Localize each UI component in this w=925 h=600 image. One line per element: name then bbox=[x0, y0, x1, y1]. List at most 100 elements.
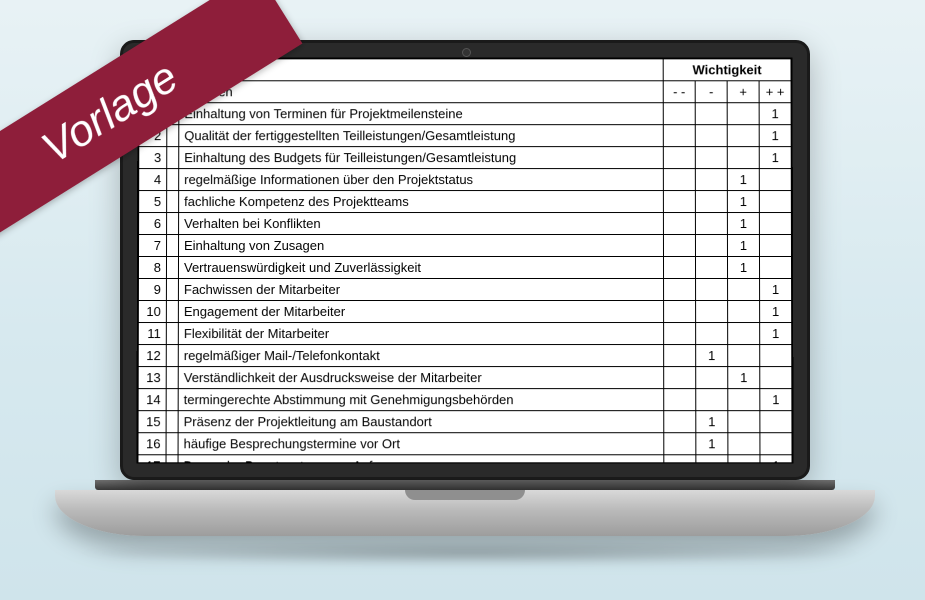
rating-cell[interactable] bbox=[663, 213, 695, 235]
criteria-cell[interactable]: häufige Besprechungstermine vor Ort bbox=[178, 433, 664, 455]
row-spacer[interactable] bbox=[166, 433, 178, 455]
rating-cell[interactable] bbox=[695, 147, 727, 169]
row-number[interactable]: 3 bbox=[139, 147, 167, 169]
rating-cell[interactable]: 1 bbox=[696, 411, 728, 433]
rating-cell[interactable] bbox=[663, 191, 695, 213]
rating-cell[interactable] bbox=[759, 169, 791, 191]
criteria-cell[interactable]: Flexibilität der Mitarbeiter bbox=[178, 323, 663, 345]
criteria-cell[interactable]: fachliche Kompetenz des Projektteams bbox=[179, 191, 664, 213]
criteria-cell[interactable]: Verständlichkeit der Ausdrucksweise der … bbox=[178, 367, 663, 389]
row-spacer[interactable] bbox=[167, 235, 179, 257]
rating-cell[interactable]: 1 bbox=[760, 301, 792, 323]
row-number[interactable]: 7 bbox=[139, 235, 167, 257]
row-number[interactable]: 10 bbox=[138, 301, 166, 323]
row-spacer[interactable] bbox=[167, 169, 179, 191]
rating-cell[interactable]: 1 bbox=[696, 345, 728, 367]
rating-cell[interactable]: 1 bbox=[759, 147, 791, 169]
rating-cell[interactable] bbox=[696, 455, 728, 464]
row-number[interactable]: 17 bbox=[138, 455, 166, 464]
criteria-cell[interactable]: regelmäßige Informationen über den Proje… bbox=[179, 169, 664, 191]
rating-cell[interactable] bbox=[759, 235, 791, 257]
criteria-cell[interactable]: Präsenz der Projektleitung am Baustandor… bbox=[178, 411, 664, 433]
row-spacer[interactable] bbox=[166, 257, 178, 279]
rating-cell[interactable]: 1 bbox=[727, 191, 759, 213]
rating-cell[interactable] bbox=[696, 323, 728, 345]
rating-cell[interactable] bbox=[664, 411, 696, 433]
row-spacer[interactable] bbox=[166, 323, 178, 345]
rating-cell[interactable] bbox=[760, 367, 792, 389]
row-spacer[interactable] bbox=[166, 278, 178, 300]
rating-cell[interactable] bbox=[664, 367, 696, 389]
row-number[interactable]: 8 bbox=[138, 257, 166, 279]
rating-cell[interactable] bbox=[727, 103, 759, 125]
rating-cell[interactable] bbox=[760, 433, 792, 455]
row-number[interactable]: 15 bbox=[138, 411, 166, 433]
row-spacer[interactable] bbox=[166, 389, 178, 411]
rating-cell[interactable]: 1 bbox=[728, 367, 760, 389]
row-spacer[interactable] bbox=[166, 411, 178, 433]
rating-cell[interactable] bbox=[727, 125, 759, 147]
criteria-cell[interactable]: Engagement der Mitarbeiter bbox=[178, 301, 663, 323]
row-spacer[interactable] bbox=[166, 345, 178, 367]
row-number[interactable]: 11 bbox=[138, 323, 166, 345]
rating-cell[interactable] bbox=[759, 213, 791, 235]
row-spacer[interactable] bbox=[167, 191, 179, 213]
rating-cell[interactable] bbox=[664, 323, 696, 345]
rating-cell[interactable]: 1 bbox=[727, 257, 759, 279]
rating-cell[interactable] bbox=[695, 213, 727, 235]
criteria-cell[interactable]: Vertrauenswürdigkeit und Zuverlässigkeit bbox=[178, 257, 663, 279]
rating-cell[interactable] bbox=[696, 367, 728, 389]
row-number[interactable]: 9 bbox=[138, 278, 166, 300]
rating-cell[interactable] bbox=[663, 235, 695, 257]
rating-cell[interactable] bbox=[664, 278, 696, 300]
row-number[interactable]: 12 bbox=[138, 345, 166, 367]
rating-cell[interactable]: 1 bbox=[760, 455, 792, 464]
rating-cell[interactable] bbox=[695, 235, 727, 257]
rating-cell[interactable] bbox=[664, 389, 696, 411]
criteria-cell[interactable]: Dauer der Beantwortung von Anfragen bbox=[178, 455, 664, 464]
rating-cell[interactable] bbox=[695, 257, 727, 279]
rating-cell[interactable]: 1 bbox=[759, 103, 791, 125]
rating-cell[interactable] bbox=[663, 103, 695, 125]
row-spacer[interactable] bbox=[167, 213, 179, 235]
rating-cell[interactable] bbox=[759, 191, 791, 213]
row-number[interactable]: 6 bbox=[139, 213, 167, 235]
rating-cell[interactable]: 1 bbox=[760, 389, 792, 411]
rating-cell[interactable]: 1 bbox=[727, 169, 759, 191]
row-spacer[interactable] bbox=[166, 455, 178, 464]
rating-cell[interactable] bbox=[663, 125, 695, 147]
rating-cell[interactable] bbox=[760, 345, 792, 367]
criteria-cell[interactable]: Einhaltung von Terminen für Projektmeile… bbox=[179, 103, 663, 125]
rating-cell[interactable] bbox=[664, 345, 696, 367]
rating-cell[interactable] bbox=[760, 411, 792, 433]
rating-cell[interactable]: 1 bbox=[727, 235, 759, 257]
rating-cell[interactable] bbox=[759, 257, 791, 279]
rating-cell[interactable] bbox=[695, 169, 727, 191]
row-spacer[interactable] bbox=[167, 147, 179, 169]
row-spacer[interactable] bbox=[166, 301, 178, 323]
rating-cell[interactable]: 1 bbox=[696, 433, 728, 455]
rating-cell[interactable] bbox=[696, 278, 728, 300]
rating-cell[interactable] bbox=[728, 389, 760, 411]
row-number[interactable]: 16 bbox=[138, 433, 166, 455]
row-spacer[interactable] bbox=[167, 125, 179, 147]
rating-cell[interactable] bbox=[663, 147, 695, 169]
criteria-cell[interactable]: Fachwissen der Mitarbeiter bbox=[178, 278, 663, 300]
rating-cell[interactable] bbox=[664, 455, 696, 464]
criteria-cell[interactable]: regelmäßiger Mail-/Telefonkontakt bbox=[178, 345, 663, 367]
rating-cell[interactable]: 1 bbox=[760, 323, 792, 345]
criteria-cell[interactable]: Verhalten bei Konflikten bbox=[179, 213, 664, 235]
row-number[interactable]: 5 bbox=[139, 191, 167, 213]
rating-cell[interactable] bbox=[695, 103, 727, 125]
criteria-cell[interactable]: Einhaltung des Budgets für Teilleistunge… bbox=[179, 147, 664, 169]
rating-cell[interactable]: 1 bbox=[759, 125, 791, 147]
criteria-cell[interactable]: Einhaltung von Zusagen bbox=[179, 235, 664, 257]
rating-cell[interactable] bbox=[663, 257, 695, 279]
criteria-cell[interactable]: termingerechte Abstimmung mit Genehmigun… bbox=[178, 389, 664, 411]
rating-cell[interactable]: 1 bbox=[760, 278, 792, 300]
rating-cell[interactable] bbox=[728, 278, 760, 300]
row-number[interactable]: 14 bbox=[138, 389, 166, 411]
rating-cell[interactable] bbox=[664, 433, 696, 455]
rating-cell[interactable] bbox=[727, 147, 759, 169]
rating-cell[interactable] bbox=[728, 345, 760, 367]
